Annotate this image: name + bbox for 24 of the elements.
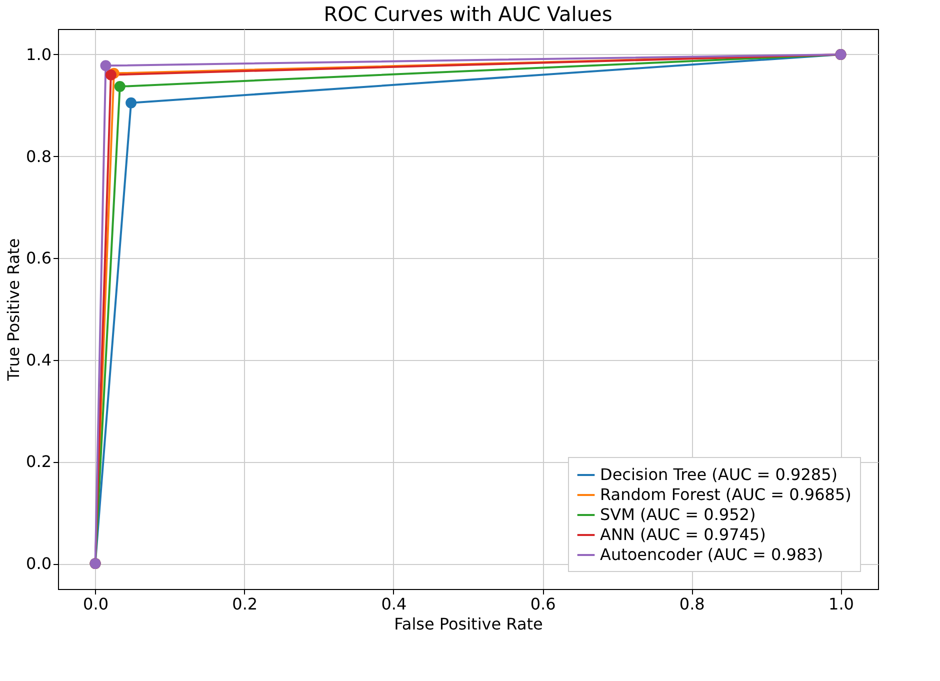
- x-tick-label: 1.0: [828, 594, 854, 614]
- legend-label: Random Forest (AUC = 0.9685): [600, 485, 852, 504]
- x-axis-title: False Positive Rate: [394, 614, 543, 634]
- chart-title: ROC Curves with AUC Values: [324, 2, 612, 26]
- x-tick-label: 0.8: [679, 594, 705, 614]
- point: [126, 97, 137, 108]
- point: [100, 60, 112, 72]
- point: [105, 69, 116, 80]
- y-tick-label: 1.0: [26, 44, 52, 64]
- y-tick-label: 0.6: [26, 248, 52, 268]
- x-tick-label: 0.6: [530, 594, 556, 614]
- point: [114, 81, 126, 92]
- y-tick-label: 0.0: [26, 554, 52, 574]
- legend-label: SVM (AUC = 0.952): [600, 505, 756, 524]
- legend-label: ANN (AUC = 0.9745): [600, 525, 766, 544]
- y-tick-label: 0.4: [26, 350, 52, 370]
- x-tick-label: 0.0: [83, 594, 108, 614]
- y-tick-label: 0.8: [26, 146, 52, 166]
- x-tick-label: 0.4: [381, 594, 407, 614]
- legend-label: Autoencoder (AUC = 0.983): [600, 545, 824, 564]
- x-tick-label: 0.2: [232, 594, 258, 614]
- legend-label: Decision Tree (AUC = 0.9285): [600, 465, 838, 484]
- y-axis-title: True Positive Rate: [4, 238, 24, 382]
- y-tick-label: 0.2: [26, 452, 52, 472]
